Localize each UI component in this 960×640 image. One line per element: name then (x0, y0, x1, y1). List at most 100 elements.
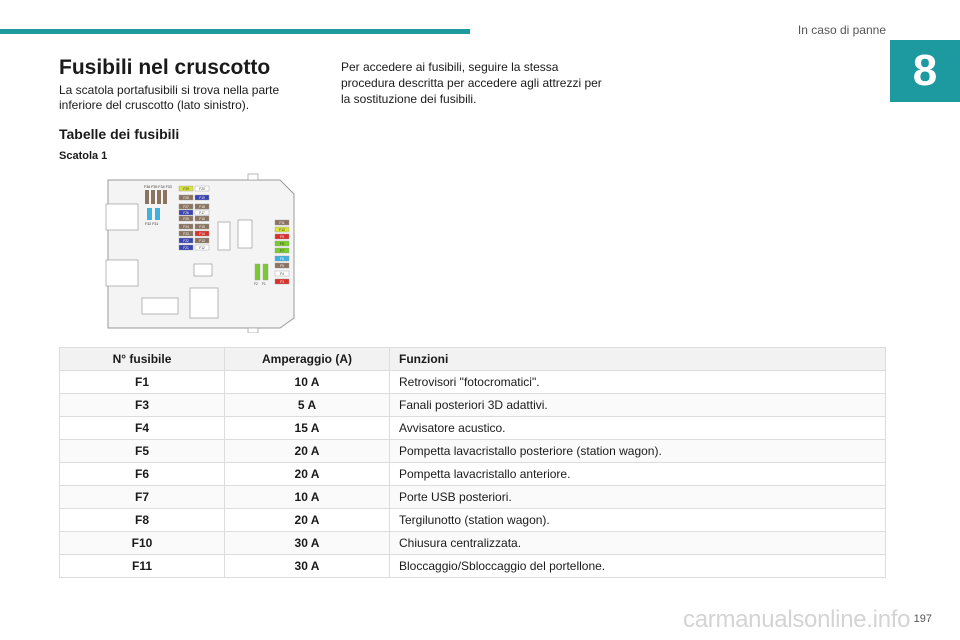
fuse-f35 (151, 190, 155, 204)
fuse-amperage: 15 A (224, 416, 390, 440)
fuse-slot-f19 (194, 194, 210, 201)
fuse-table-header-row: N° fusibile Amperaggio (A) Funzioni (59, 347, 886, 371)
fuse-function: Porte USB posteriori. (389, 485, 886, 509)
table-row: F11 30 A Bloccaggio/Sbloccaggio del port… (59, 554, 886, 578)
fuse-number: F10 (59, 531, 225, 555)
table-row: F6 20 A Pompetta lavacristallo anteriore… (59, 462, 886, 486)
fuse-label-f6: F6 (280, 257, 284, 261)
fuse-slot-f9 (274, 233, 290, 240)
fuse-label-f29: F29 (183, 187, 189, 191)
fuse-slot-f29 (178, 185, 194, 192)
fuse-slot-f14 (194, 230, 210, 237)
page-number: 197 (913, 613, 932, 625)
fuse-function: Pompetta lavacristallo posteriore (stati… (389, 439, 886, 463)
fuse-amperage: 20 A (224, 439, 390, 463)
fuse-label-f9: F9 (280, 235, 284, 239)
fuse-slot-f4 (274, 270, 290, 277)
fuse-label-f3: F3 (280, 280, 284, 284)
fuse-slot-f12 (194, 244, 210, 251)
fuse-function: Chiusura centralizzata. (389, 531, 886, 555)
fuse-label-f10: F10 (279, 228, 285, 232)
fuse-label-f20: F20 (199, 187, 205, 191)
fuse-number: F3 (59, 393, 225, 417)
fuse-label-f23: F23 (183, 232, 189, 236)
fuse-label-f18: F18 (199, 205, 205, 209)
table-row: F7 10 A Porte USB posteriori. (59, 485, 886, 509)
fuse-label-f13: F13 (199, 239, 205, 243)
fuse-slot-f15 (194, 223, 210, 230)
diagram-side-labels: F32 F31 (145, 222, 158, 226)
intro-paragraph: La scatola portafusibili si trova nella … (59, 83, 280, 112)
fuse-amperage: 30 A (224, 554, 390, 578)
fuse-f33 (163, 190, 167, 204)
table-row: F8 20 A Tergilunotto (station wagon). (59, 508, 886, 532)
fuse-slot-f10 (274, 226, 290, 233)
fuse-box-diagram: F36 F35 F34 F33 F32 F31 F29F28F27F26F25F… (105, 173, 295, 333)
fuse-label-f24: F24 (183, 225, 189, 229)
access-paragraph: Per accedere ai fusibili, seguire la ste… (341, 60, 602, 106)
table-row: F3 5 A Fanali posteriori 3D adattivi. (59, 393, 886, 417)
fuse-slot-f28 (178, 194, 194, 201)
watermark: carmanualsonline.info (683, 606, 911, 633)
header-fuse-number: N° fusibile (59, 347, 225, 371)
fuse-slot-f1 (262, 263, 269, 281)
fuse-label-f16: F16 (199, 217, 205, 221)
fuse-number: F11 (59, 554, 225, 578)
fuse-number: F5 (59, 439, 225, 463)
fuse-number: F7 (59, 485, 225, 509)
fuse-label-f21: F21 (183, 246, 189, 250)
fuse-slot-f7 (274, 247, 290, 254)
fuse-number: F4 (59, 416, 225, 440)
fuse-amperage: 20 A (224, 508, 390, 532)
fuse-slot-f16 (194, 215, 210, 222)
fuse-label-f11: F11 (279, 221, 284, 225)
chapter-number-badge: 8 (890, 40, 960, 102)
header-functions: Funzioni (389, 347, 886, 371)
fuse-slot-f11 (274, 219, 290, 226)
fuse-label-f22: F22 (183, 239, 189, 243)
fuse-label-f12: F12 (199, 246, 205, 250)
fuse-number: F6 (59, 462, 225, 486)
fuse-f31 (155, 208, 160, 220)
fuse-label-f5: F5 (280, 264, 284, 268)
page-title: Fusibili nel cruscotto (59, 56, 271, 79)
fuse-slot-f2 (254, 263, 261, 281)
fuse-amperage: 10 A (224, 485, 390, 509)
fuse-slot-f3 (274, 278, 290, 285)
fuse-amperage: 20 A (224, 462, 390, 486)
fuse-number: F1 (59, 370, 225, 394)
fuse-slot-f13 (194, 237, 210, 244)
box-label: Scatola 1 (59, 150, 108, 162)
fuse-label-f27: F27 (183, 205, 189, 209)
fuse-label-f28: F28 (183, 196, 189, 200)
fuse-label-f7: F7 (280, 249, 284, 253)
fuse-f34 (157, 190, 161, 204)
fuse-amperage: 10 A (224, 370, 390, 394)
header-accent-bar (0, 29, 470, 34)
header-amperage: Amperaggio (A) (224, 347, 390, 371)
fuse-label-f26: F26 (183, 211, 189, 215)
fuse-slot-f25 (178, 215, 194, 222)
fuse-function: Retrovisori "fotocromatici". (389, 370, 886, 394)
fuse-f36 (145, 190, 149, 204)
fuse-label-f14: F14 (199, 232, 205, 236)
fuse-function: Tergilunotto (station wagon). (389, 508, 886, 532)
fuse-function: Avvisatore acustico. (389, 416, 886, 440)
fuse-slot-f23 (178, 230, 194, 237)
fuse-f32 (147, 208, 152, 220)
fuse-label-f25: F25 (183, 217, 189, 221)
fuse-slot-f21 (178, 244, 194, 251)
fuse-label-f2: F2 (254, 282, 258, 286)
fuse-label-f8: F8 (280, 242, 284, 246)
fuse-function: Fanali posteriori 3D adattivi. (389, 393, 886, 417)
table-row: F10 30 A Chiusura centralizzata. (59, 531, 886, 555)
table-row: F4 15 A Avvisatore acustico. (59, 416, 886, 440)
fuse-label-f17: F17 (199, 211, 205, 215)
fuse-function: Pompetta lavacristallo anteriore. (389, 462, 886, 486)
fuse-amperage: 30 A (224, 531, 390, 555)
fuse-number: F8 (59, 508, 225, 532)
fuse-label-f4: F4 (280, 272, 284, 276)
fuse-table: N° fusibile Amperaggio (A) Funzioni F1 1… (59, 347, 886, 578)
fuse-slot-f5 (274, 262, 290, 269)
fuse-slot-f18 (194, 203, 210, 210)
